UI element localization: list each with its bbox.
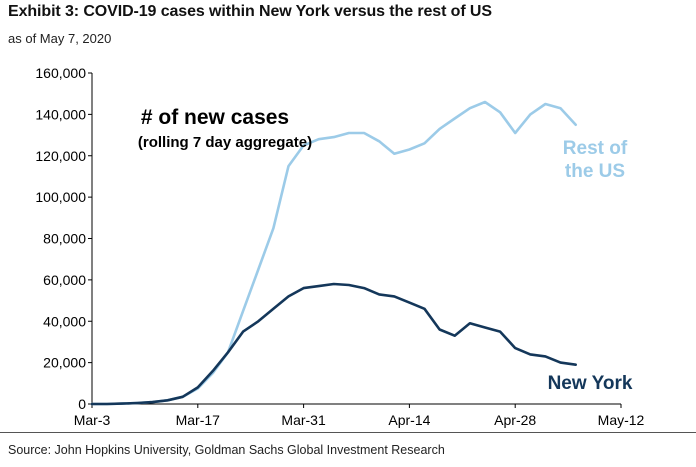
- y-tick-label: 20,000: [43, 355, 86, 371]
- chart-annotation-subtitle: (rolling 7 day aggregate): [138, 134, 312, 151]
- new-york-label: New York: [548, 373, 633, 394]
- exhibit-subtitle: as of May 7, 2020: [8, 31, 112, 46]
- x-tick-label: Mar-17: [176, 412, 221, 428]
- x-tick-label: May-12: [598, 412, 645, 428]
- y-tick-label: 120,000: [35, 148, 86, 164]
- y-tick-label: 0: [78, 396, 86, 412]
- y-tick-label: 40,000: [43, 313, 86, 329]
- y-tick-label: 100,000: [35, 189, 86, 205]
- y-tick-label: 60,000: [43, 272, 86, 288]
- y-tick-label: 160,000: [35, 65, 86, 81]
- y-tick-label: 140,000: [35, 106, 86, 122]
- x-tick-label: Mar-31: [281, 412, 326, 428]
- x-tick-label: Apr-28: [494, 412, 536, 428]
- source-note: Source: John Hopkins University, Goldman…: [8, 443, 445, 457]
- source-divider: [0, 432, 696, 433]
- rest-of-us-label: the US: [565, 161, 625, 182]
- exhibit-title: Exhibit 3: COVID-19 cases within New Yor…: [8, 3, 492, 20]
- rest-of-us-label: Rest of: [563, 138, 628, 159]
- y-tick-label: 80,000: [43, 231, 86, 247]
- series-lines: [90, 100, 578, 406]
- x-axis: Mar-3 Mar-17 Mar-31 Apr-14 Apr-28 May-12: [74, 403, 645, 428]
- x-tick-label: Apr-14: [388, 412, 430, 428]
- new-york-line: [90, 282, 578, 406]
- chart-annotation-title: # of new cases: [141, 106, 289, 129]
- y-axis: 0 20,000 40,000 60,000 80,000 100,000 120,000 1…: [35, 65, 93, 412]
- x-tick-label: Mar-3: [74, 412, 111, 428]
